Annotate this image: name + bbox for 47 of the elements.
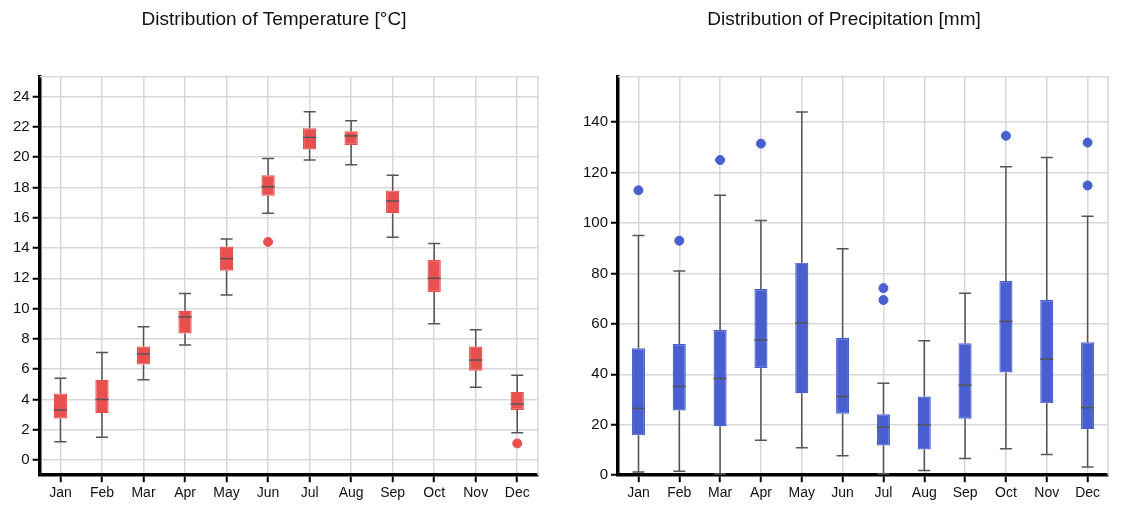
x-tick-label: Jun [256,484,280,501]
x-tick-label: May [213,484,240,501]
x-tick-label: Sep [952,484,978,501]
x-tick-label: Dec [504,484,530,501]
x-tick-label: Feb [89,484,115,501]
y-tick-label: 120 [583,162,609,180]
y-tick-label: 14 [13,238,30,256]
chart-title: Distribution of Precipitation [mm] [707,7,981,29]
y-tick-label: 10 [13,298,30,316]
chart-title: Distribution of Temperature [°C] [141,7,407,29]
y-tick-label: 0 [599,465,609,483]
y-tick-label: 24 [13,86,30,104]
y-tick-label: 60 [591,314,609,332]
x-tick-label: Nov [1034,484,1060,501]
x-tick-label: Dec [1075,484,1101,501]
y-tick-label: 16 [13,207,30,225]
x-tick-label: Oct [423,484,446,501]
x-tick-label: May [788,484,815,501]
x-tick-label: Jan [627,484,650,501]
x-tick-label: Jun [831,484,854,501]
y-tick-label: 18 [13,177,30,195]
x-tick-label: Mar [708,484,733,501]
y-tick-label: 20 [13,147,30,165]
x-tick-label: Apr [174,484,197,501]
y-tick-label: 40 [591,364,609,382]
x-tick-label: Jan [49,484,72,501]
x-tick-label: Feb [667,484,692,501]
x-tick-label: Apr [750,484,773,501]
x-tick-label: Nov [463,484,489,501]
y-tick-label: 12 [13,268,30,286]
y-tick-label: 20 [591,414,609,432]
x-tick-label: Sep [380,484,406,501]
y-tick-label: 80 [591,263,609,281]
y-tick-label: 140 [583,112,609,130]
x-tick-label: Aug [911,484,937,501]
x-tick-label: Jul [300,484,319,501]
y-tick-label: 2 [21,419,30,437]
x-tick-label: Aug [338,484,364,501]
y-tick-label: 6 [21,359,30,377]
y-tick-label: 0 [21,450,30,468]
y-tick-label: 22 [13,116,30,134]
x-tick-label: Oct [995,484,1017,501]
y-tick-label: 4 [21,389,30,407]
x-tick-label: Mar [131,484,156,501]
y-tick-label: 100 [583,213,609,231]
y-tick-label: 8 [21,329,30,347]
x-tick-label: Jul [874,484,893,501]
